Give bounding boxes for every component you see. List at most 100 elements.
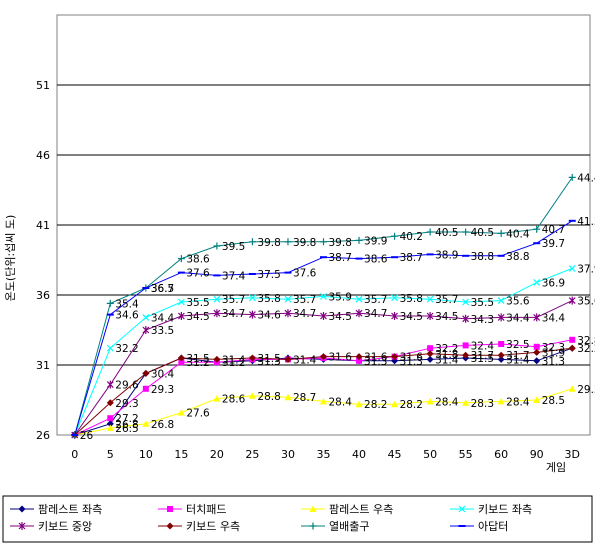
legend-item: 아답터 (450, 520, 508, 533)
data-label: 39.8 (257, 237, 280, 249)
y-axis-title: 온도(단위:섭씨 도) (4, 215, 17, 302)
data-point (497, 397, 505, 405)
legend-item: 키보드 좌측 (450, 503, 532, 516)
data-point (568, 296, 576, 305)
data-point (391, 312, 398, 320)
data-label: 28.4 (506, 396, 530, 408)
data-label: 31.4 (293, 354, 317, 366)
data-label: 37.6 (186, 268, 210, 280)
data-point (356, 357, 363, 364)
data-point (177, 409, 185, 416)
data-point (426, 312, 434, 320)
data-label: 35.7 (364, 294, 387, 306)
data-label: 37.5 (257, 269, 280, 281)
x-tick-label: 40 (352, 448, 366, 461)
data-label: 28.5 (542, 395, 565, 407)
data-label: 35.7 (222, 294, 245, 306)
data-label: 34.6 (115, 310, 139, 322)
data-label: 31.3 (542, 356, 565, 368)
series-5 (71, 296, 576, 439)
data-point (426, 228, 434, 236)
data-point (249, 294, 256, 302)
legend-item: 열배출구 (301, 520, 369, 533)
data-label: 29.6 (115, 380, 139, 392)
data-label: 28.6 (222, 394, 246, 406)
data-label: 28.4 (435, 396, 459, 408)
x-tick-label: 50 (423, 448, 437, 461)
data-point (568, 264, 576, 272)
data-point (177, 255, 185, 263)
x-tick-label: 3D (564, 448, 579, 461)
data-label: 39.9 (364, 235, 387, 247)
data-label: 32.2 (115, 343, 138, 355)
data-point (568, 344, 576, 352)
data-point (106, 299, 114, 307)
legend-marker (166, 522, 174, 530)
data-point (568, 385, 576, 392)
data-label: 31.6 (400, 352, 424, 364)
data-label: 31.5 (186, 353, 209, 365)
data-point (284, 295, 292, 303)
data-label: 31.5 (257, 353, 280, 365)
legend-marker (309, 505, 317, 512)
legend-item: 터치패드 (158, 503, 226, 516)
legend-marker (18, 505, 26, 513)
x-tick-label: 60 (494, 448, 508, 461)
data-point (355, 353, 363, 361)
data-point (142, 313, 150, 321)
gridlines (57, 84, 590, 366)
data-label: 28.3 (471, 398, 494, 410)
data-point (391, 294, 398, 302)
x-tick-label: 55 (459, 448, 473, 461)
data-point (284, 393, 292, 401)
data-label: 34.4 (542, 312, 566, 324)
data-point (106, 424, 114, 431)
data-label: 40.7 (542, 224, 565, 236)
data-label: 31.7 (471, 350, 494, 362)
y-tick-label: 46 (36, 149, 50, 162)
data-label: 31.8 (435, 349, 458, 361)
x-tick-label: 0 (71, 448, 78, 461)
data-label: 35.4 (115, 298, 139, 310)
data-point (106, 399, 114, 407)
data-point (462, 298, 470, 306)
data-label: 35.6 (577, 296, 595, 308)
legend-label: 키보드 우측 (186, 520, 240, 533)
data-label: 27.2 (115, 413, 138, 425)
data-label: 35.9 (329, 291, 352, 303)
data-point (426, 355, 434, 363)
data-label: 31.3 (400, 356, 423, 368)
data-label: 34.4 (151, 312, 175, 324)
x-tick-label: 35 (317, 448, 331, 461)
data-point (391, 400, 399, 408)
data-point (106, 420, 114, 428)
data-label: 28.2 (400, 399, 423, 411)
data-point (142, 420, 150, 427)
data-label: 38.6 (364, 254, 388, 266)
data-point (427, 345, 434, 352)
data-point (177, 354, 185, 362)
legend-item: 팜레스트 우측 (301, 503, 393, 516)
data-label: 38.9 (435, 249, 458, 261)
data-label: 27.6 (186, 408, 210, 420)
x-tick-label: 5 (107, 448, 114, 461)
data-point (213, 242, 221, 250)
data-label: 34.3 (471, 314, 494, 326)
data-point (533, 225, 541, 233)
legend-marker (18, 522, 26, 530)
x-tick-label: 45 (388, 448, 402, 461)
data-point (320, 238, 327, 246)
x-tick-label: 90 (530, 448, 544, 461)
data-label: 34.7 (222, 308, 245, 320)
legend-item: 키보드 중앙 (10, 520, 92, 533)
data-point (284, 355, 292, 363)
data-point (391, 232, 399, 240)
data-label: 35.8 (400, 293, 423, 305)
data-label: 26.8 (151, 419, 174, 431)
data-point (178, 359, 185, 366)
data-label: 41.3 (577, 216, 595, 228)
data-label: 44.4 (577, 172, 595, 184)
data-label: 32.5 (506, 339, 529, 351)
